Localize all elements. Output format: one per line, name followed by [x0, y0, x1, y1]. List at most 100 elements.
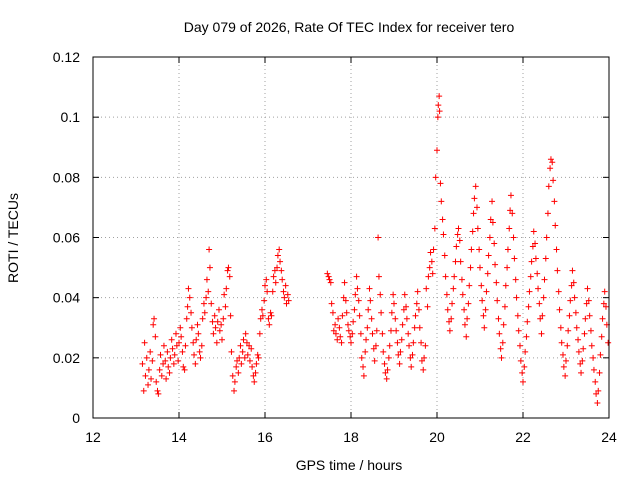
- data-point-marker: [255, 354, 262, 361]
- data-point-marker: [399, 321, 406, 328]
- data-point-marker: [177, 324, 184, 331]
- data-point-marker: [185, 285, 192, 292]
- data-point-marker: [565, 327, 572, 334]
- data-point-marker: [549, 159, 556, 166]
- data-point-marker: [380, 348, 387, 355]
- data-point-marker: [415, 306, 422, 313]
- data-point-marker: [362, 348, 369, 355]
- data-point-marker: [559, 351, 566, 358]
- data-point-marker: [400, 306, 407, 313]
- data-point-marker: [391, 300, 397, 307]
- data-point-marker: [504, 264, 511, 271]
- data-point-marker: [457, 258, 464, 265]
- data-point-marker: [194, 321, 201, 328]
- data-point-marker: [547, 165, 554, 172]
- data-point-marker: [397, 348, 404, 355]
- x-tick-label: 16: [257, 429, 273, 445]
- data-point-marker: [438, 198, 445, 205]
- data-point-marker: [393, 327, 400, 334]
- data-point-marker: [203, 276, 210, 283]
- data-point-marker: [200, 300, 207, 307]
- data-point-marker: [342, 297, 349, 304]
- data-point-marker: [350, 318, 357, 325]
- data-point-marker: [274, 264, 281, 271]
- data-point-marker: [487, 216, 494, 223]
- data-point-marker: [544, 210, 551, 217]
- data-point-marker: [590, 366, 597, 373]
- data-point-marker: [154, 387, 161, 394]
- data-point-marker: [519, 369, 526, 376]
- data-point-marker: [471, 195, 478, 202]
- data-point-marker: [181, 366, 188, 373]
- data-point-marker: [456, 237, 463, 244]
- data-point-marker: [499, 339, 506, 346]
- data-point-marker: [357, 330, 364, 337]
- data-point-marker: [386, 342, 393, 349]
- data-point-marker: [601, 288, 608, 295]
- data-point-marker: [332, 330, 339, 337]
- data-point-marker: [583, 300, 590, 307]
- data-point-marker: [259, 312, 266, 319]
- data-point-marker: [360, 372, 367, 379]
- data-point-marker: [575, 348, 582, 355]
- data-point-marker: [496, 330, 503, 337]
- data-point-marker: [353, 273, 360, 280]
- data-point-marker: [338, 339, 345, 346]
- data-point-marker: [453, 243, 460, 250]
- data-point-marker: [222, 303, 229, 310]
- data-point-marker: [258, 306, 265, 313]
- data-point-marker: [193, 336, 200, 343]
- data-point-marker: [148, 375, 155, 382]
- data-point-marker: [191, 351, 198, 358]
- data-point-marker: [489, 219, 496, 226]
- data-point-marker: [514, 312, 521, 319]
- grid: [93, 57, 609, 418]
- y-tick-label: 0.02: [53, 350, 80, 366]
- data-point-marker: [597, 351, 604, 358]
- data-point-marker: [279, 276, 286, 283]
- data-point-marker: [343, 309, 350, 316]
- data-point-marker: [206, 246, 213, 253]
- data-point-marker: [537, 315, 544, 322]
- data-point-marker: [158, 372, 165, 379]
- data-point-marker: [532, 240, 539, 247]
- data-point-marker: [155, 390, 162, 397]
- data-point-marker: [414, 288, 421, 295]
- data-point-marker: [220, 315, 227, 322]
- data-point-marker: [149, 357, 156, 364]
- data-point-marker: [481, 324, 488, 331]
- chart-title: Day 079 of 2026, Rate Of TEC Index for r…: [184, 19, 515, 35]
- data-point-marker: [491, 240, 498, 247]
- data-point-marker: [347, 333, 354, 340]
- data-point-marker: [463, 333, 470, 340]
- data-point-marker: [163, 375, 170, 382]
- data-point-marker: [192, 360, 199, 367]
- data-point-marker: [169, 345, 176, 352]
- data-point-marker: [511, 255, 518, 262]
- data-point-marker: [427, 249, 434, 256]
- data-point-marker: [521, 363, 528, 370]
- data-point-marker: [227, 312, 234, 319]
- data-point-marker: [211, 312, 218, 319]
- data-point-marker: [430, 246, 437, 253]
- y-tick-label: 0.04: [53, 290, 80, 306]
- data-point-marker: [166, 369, 173, 376]
- data-point-marker: [153, 378, 160, 385]
- data-point-marker: [381, 360, 388, 367]
- data-point-marker: [437, 180, 444, 187]
- data-point-marker: [218, 321, 225, 328]
- data-point-marker: [407, 354, 414, 361]
- data-point-marker: [150, 321, 157, 328]
- data-point-marker: [257, 315, 264, 322]
- data-point-marker: [558, 339, 565, 346]
- data-point-marker: [345, 327, 352, 334]
- data-point-marker: [335, 315, 342, 322]
- data-point-marker: [536, 300, 543, 307]
- x-axis-label: GPS time / hours: [296, 457, 403, 473]
- data-point-marker: [556, 306, 563, 313]
- data-point-marker: [252, 369, 259, 376]
- data-point-marker: [497, 345, 504, 352]
- data-point-marker: [160, 342, 167, 349]
- data-point-marker: [367, 297, 374, 304]
- data-point-marker: [246, 342, 253, 349]
